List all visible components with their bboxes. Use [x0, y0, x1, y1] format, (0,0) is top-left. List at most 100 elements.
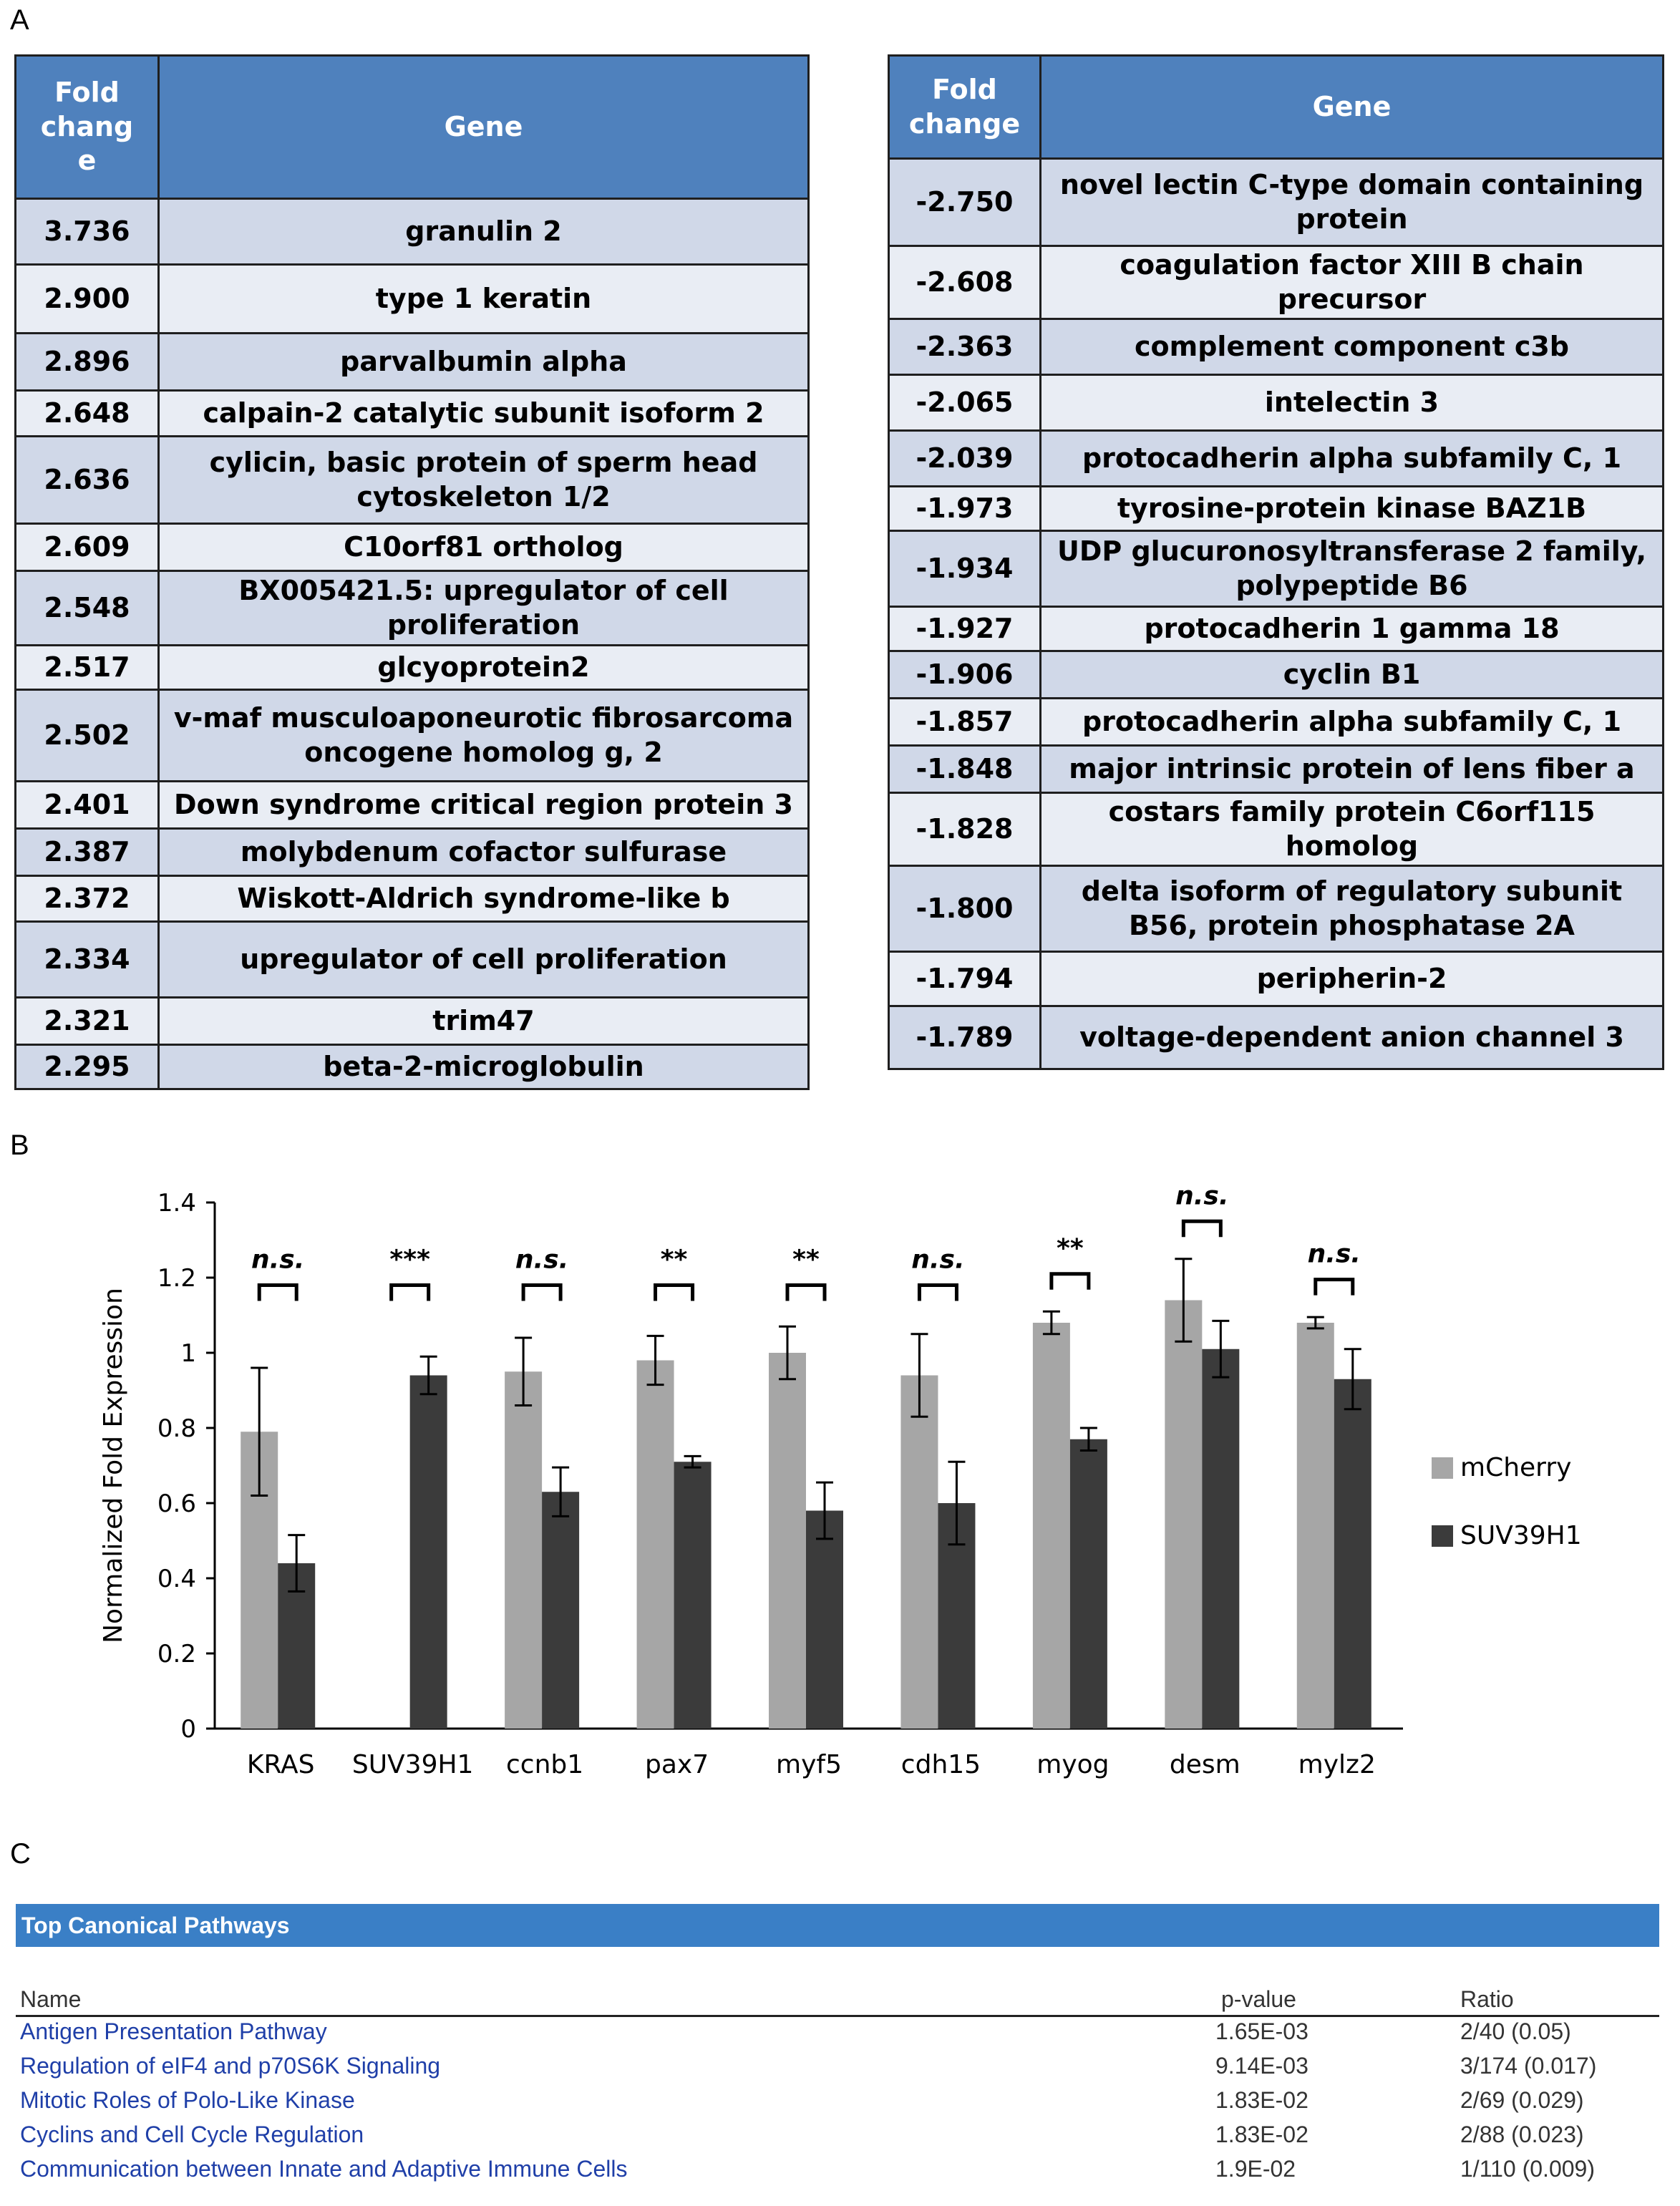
significance-bracket	[1049, 1272, 1091, 1290]
pathway-ratio: 3/174 (0.017)	[1460, 2053, 1597, 2079]
panel-label-c: C	[10, 1838, 31, 1870]
bar-suv39h1	[806, 1510, 843, 1729]
name-column-header: Name	[20, 1986, 82, 2012]
significance-label: **	[792, 1245, 820, 1275]
y-tick-label: 0	[180, 1715, 196, 1744]
fold-change-cell: -1.828	[888, 792, 1041, 867]
table-row: 2.648 calpain-2 catalytic subunit isoform…	[14, 389, 810, 437]
pathway-ratio: 1/110 (0.009)	[1460, 2156, 1595, 2182]
fold-change-cell: 2.900	[14, 263, 160, 334]
bar-mcherry	[505, 1371, 543, 1729]
table-row: -1.800 delta isoform of regulatory subuni…	[888, 865, 1664, 953]
pathway-name[interactable]: Regulation of eIF4 and p70S6K Signaling	[20, 2053, 441, 2079]
category-label: desm	[1170, 1750, 1240, 1779]
fold-change-cell: -1.789	[888, 1005, 1041, 1070]
table-row: 2.636 cylicin, basic protein of sperm hea…	[14, 435, 810, 525]
category-label: KRAS	[247, 1750, 315, 1779]
fold-change-cell: 2.295	[14, 1044, 160, 1090]
y-tick-label: 1.2	[157, 1264, 196, 1293]
fold-change-cell: -2.608	[888, 245, 1041, 320]
pathway-pvalue: 1.65E-03	[1215, 2018, 1308, 2044]
fold-change-header: Fold change	[888, 54, 1041, 160]
pathway-pvalue: 1.83E-02	[1215, 2122, 1308, 2147]
pathway-ratio: 2/69 (0.029)	[1460, 2087, 1584, 2113]
fold-change-cell: -2.039	[888, 429, 1041, 487]
pathway-name[interactable]: Communication between Innate and Adaptiv…	[20, 2156, 628, 2182]
header-divider	[16, 2015, 1659, 2017]
table-row: -2.750 novel lectin C-type domain contain…	[888, 157, 1664, 247]
significance-label: n.s.	[251, 1245, 304, 1275]
gene-cell: C10orf81 ortholog	[157, 523, 810, 572]
category-label: cdh15	[901, 1750, 981, 1779]
significance-label: **	[1057, 1234, 1084, 1263]
fold-change-cell: -1.934	[888, 530, 1041, 608]
fold-change-cell: -1.794	[888, 951, 1041, 1007]
category-label: myog	[1036, 1750, 1109, 1779]
gene-cell: trim47	[157, 996, 810, 1046]
table-row: 2.900 type 1 keratin	[14, 263, 810, 334]
fold-change-cell: 2.502	[14, 689, 160, 782]
significance-bracket	[521, 1283, 563, 1301]
significance-label: n.s.	[515, 1245, 568, 1275]
pathway-name[interactable]: Antigen Presentation Pathway	[20, 2018, 327, 2044]
bar-suv39h1	[674, 1462, 712, 1729]
fold-change-cell: -1.800	[888, 865, 1041, 953]
table-row: -1.789 voltage-dependent anion channel 3	[888, 1005, 1664, 1070]
table-row: -1.848 major intrinsic protein of lens fi…	[888, 744, 1664, 794]
gene-cell: delta isoform of regulatory subunit B56,…	[1039, 865, 1664, 953]
fold-change-cell: 2.401	[14, 780, 160, 830]
table-row: -1.828 costars family protein C6orf115 ho…	[888, 792, 1664, 867]
table-row: 2.502 v-maf musculoaponeurotic fibrosarco…	[14, 689, 810, 782]
gene-cell: Wiskott-Aldrich syndrome-like b	[157, 875, 810, 923]
bar-mcherry	[1296, 1323, 1334, 1729]
table-row: 2.517 glcyoprotein2	[14, 644, 810, 691]
gene-header: Gene	[157, 54, 810, 200]
gene-cell: intelectin 3	[1039, 374, 1664, 432]
legend-label: mCherry	[1460, 1453, 1571, 1482]
legend-swatch	[1432, 1525, 1453, 1547]
pathway-name[interactable]: Cyclins and Cell Cycle Regulation	[20, 2122, 364, 2147]
gene-cell: glcyoprotein2	[157, 644, 810, 691]
table-row: 2.387 molybdenum cofactor sulfurase	[14, 827, 810, 877]
table-row: -2.065 intelectin 3	[888, 374, 1664, 432]
fold-change-header: Fold chang e	[14, 54, 160, 200]
table-row: -2.039 protocadherin alpha subfamily C, 1	[888, 429, 1664, 487]
fold-change-cell: 3.736	[14, 198, 160, 266]
gene-cell: tyrosine-protein kinase BAZ1B	[1039, 485, 1664, 532]
fold-change-cell: 2.609	[14, 523, 160, 572]
bar-mcherry	[1165, 1300, 1203, 1729]
pathway-pvalue: 1.83E-02	[1215, 2087, 1308, 2113]
fold-change-cell: -1.927	[888, 606, 1041, 652]
table-row: -2.608 coagulation factor XIII B chain pr…	[888, 245, 1664, 320]
legend-label: SUV39H1	[1460, 1521, 1582, 1550]
gene-header: Gene	[1039, 54, 1664, 160]
pathways-title-bar: Top Canonical Pathways	[16, 1904, 1659, 1947]
significance-bracket	[785, 1283, 827, 1301]
fold-change-cell: 2.648	[14, 389, 160, 437]
gene-cell: type 1 keratin	[157, 263, 810, 334]
bar-mcherry	[1032, 1323, 1070, 1729]
table-row: 2.609 C10orf81 ortholog	[14, 523, 810, 572]
gene-cell: protocadherin alpha subfamily C, 1	[1039, 697, 1664, 747]
fold-change-cell: -1.906	[888, 650, 1041, 699]
fold-change-cell: 2.517	[14, 644, 160, 691]
significance-label: n.s.	[1175, 1181, 1228, 1210]
pathway-name[interactable]: Mitotic Roles of Polo-Like Kinase	[20, 2087, 355, 2113]
fold-change-cell: 2.548	[14, 570, 160, 646]
fold-change-cell: 2.896	[14, 332, 160, 392]
upregulated-genes-table: Fold chang e Gene 3.736 granulin 2 2.900 ty…	[14, 54, 810, 1090]
gene-cell: protocadherin 1 gamma 18	[1039, 606, 1664, 652]
bar-suv39h1	[542, 1492, 580, 1729]
pathway-ratio: 2/88 (0.023)	[1460, 2122, 1584, 2147]
bar-suv39h1	[409, 1375, 447, 1729]
significance-label: n.s.	[1308, 1240, 1361, 1269]
gene-cell: molybdenum cofactor sulfurase	[157, 827, 810, 877]
fold-change-cell: 2.334	[14, 920, 160, 998]
fold-change-cell: -1.857	[888, 697, 1041, 747]
gene-cell: calpain-2 catalytic subunit isoform 2	[157, 389, 810, 437]
table-row: 2.548 BX005421.5: upregulator of cell pro…	[14, 570, 810, 646]
fold-change-cell: 2.636	[14, 435, 160, 525]
gene-cell: beta-2-microglobulin	[157, 1044, 810, 1090]
fold-change-cell: -2.065	[888, 374, 1041, 432]
bar-suv39h1	[1334, 1379, 1371, 1729]
